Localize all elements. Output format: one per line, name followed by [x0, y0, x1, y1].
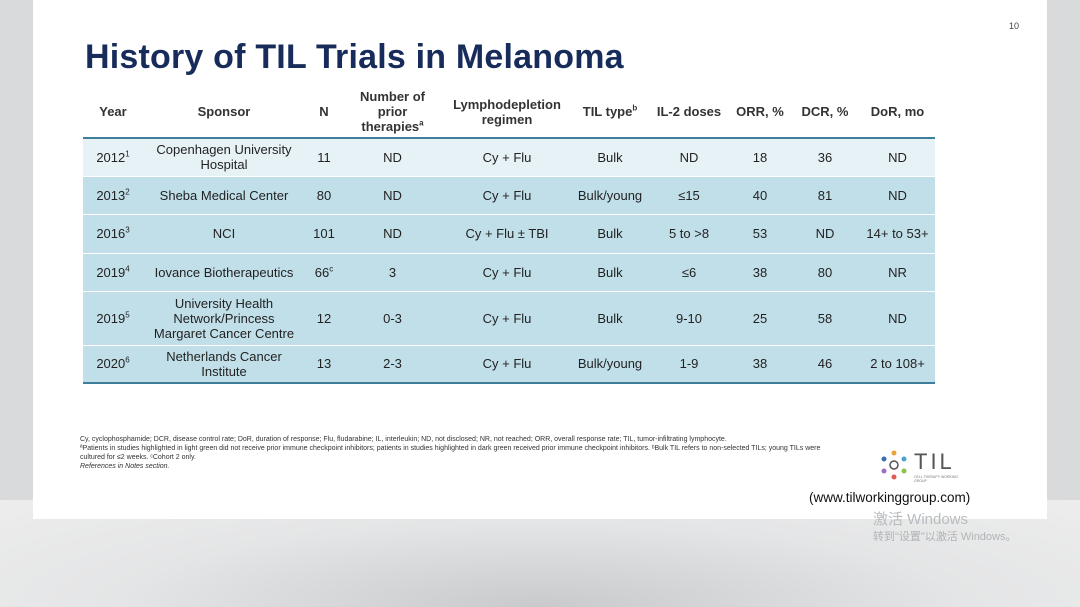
table-row: 20194 Iovance Biotherapeutics 66c 3 Cy +…: [83, 252, 935, 291]
footnote-references: References in Notes section.: [80, 463, 170, 470]
table-row: 20206 Netherlands Cancer Institute 13 2-…: [83, 344, 935, 384]
table-row: 20121 Copenhagen University Hospital 11 …: [83, 137, 935, 176]
cell-il2: ND: [648, 137, 730, 176]
cell-year: 20163: [83, 213, 143, 253]
header-il2-doses: IL-2 doses: [656, 104, 722, 119]
cell-dor: 14+ to 53+: [860, 213, 935, 253]
footnote-abbreviations: Cy, cyclophosphamide; DCR, disease contr…: [80, 436, 727, 443]
cell-sponsor: Iovance Biotherapeutics: [143, 252, 305, 291]
header-n: N: [319, 104, 329, 119]
cell-dcr: 81: [790, 175, 860, 214]
cell-year: 20194: [83, 252, 143, 291]
til-trials-table: Year Sponsor N Number of prior therapies…: [83, 86, 935, 384]
cell-il2: 5 to >8: [648, 213, 730, 253]
logo-subtext: CELL THERAPY WORKING GROUP: [914, 475, 959, 483]
cell-year: 20121: [83, 137, 143, 176]
cell-n: 13: [305, 344, 343, 384]
table-row: 20163 NCI 101 ND Cy + Flu ± TBI Bulk 5 t…: [83, 213, 935, 253]
header-sponsor: Sponsor: [197, 104, 251, 119]
slide-title: History of TIL Trials in Melanoma: [85, 38, 624, 76]
table-row: 20195 University Health Network/Princess…: [83, 290, 935, 345]
cell-orr: 25: [730, 290, 790, 345]
cell-n: 11: [305, 137, 343, 176]
cell-il2: 9-10: [648, 290, 730, 345]
cell-sponsor: Netherlands Cancer Institute: [143, 344, 305, 384]
cell-prior: ND: [343, 175, 442, 214]
cell-prior: 0-3: [343, 290, 442, 345]
header-year: Year: [99, 104, 127, 119]
cell-n: 66c: [305, 252, 343, 291]
page-number: 10: [1008, 21, 1019, 31]
cell-orr: 53: [730, 213, 790, 253]
cell-orr: 38: [730, 344, 790, 384]
cell-lympho: Cy + Flu: [442, 175, 572, 214]
cell-year: 20206: [83, 344, 143, 384]
cell-til-type: Bulk/young: [572, 344, 648, 384]
cell-til-type: Bulk: [572, 252, 648, 291]
cell-sponsor: Sheba Medical Center: [143, 175, 305, 214]
cell-dcr: 58: [790, 290, 860, 345]
cell-il2: ≤6: [648, 252, 730, 291]
cell-n: 80: [305, 175, 343, 214]
header-prior-therapies: Number of prior therapiesa: [360, 89, 425, 134]
header-dor: DoR, mo: [870, 104, 925, 119]
cell-orr: 18: [730, 137, 790, 176]
cell-prior: 2-3: [343, 344, 442, 384]
slide: 10 History of TIL Trials in Melanoma Yea…: [33, 0, 1047, 519]
cell-orr: 40: [730, 175, 790, 214]
header-lymphodepletion: Lymphodepletion regimen: [453, 96, 561, 127]
cell-sponsor: Copenhagen University Hospital: [143, 137, 305, 176]
header-orr: ORR, %: [736, 104, 784, 119]
cell-prior: ND: [343, 213, 442, 253]
cell-lympho: Cy + Flu: [442, 252, 572, 291]
cell-lympho: Cy + Flu: [442, 290, 572, 345]
cell-til-type: Bulk: [572, 290, 648, 345]
table-header-row: Year Sponsor N Number of prior therapies…: [83, 86, 935, 138]
cell-lympho: Cy + Flu: [442, 344, 572, 384]
cell-orr: 38: [730, 252, 790, 291]
cell-sponsor: University Health Network/Princess Marga…: [143, 290, 305, 345]
cell-sponsor: NCI: [143, 213, 305, 253]
table-row: 20132 Sheba Medical Center 80 ND Cy + Fl…: [83, 175, 935, 214]
cell-dor: ND: [860, 137, 935, 176]
cell-dcr: 80: [790, 252, 860, 291]
footnotes: Cy, cyclophosphamide; DCR, disease contr…: [80, 435, 840, 471]
cell-il2: ≤15: [648, 175, 730, 214]
cell-year: 20132: [83, 175, 143, 214]
cell-til-type: Bulk/young: [572, 175, 648, 214]
cell-dor: NR: [860, 252, 935, 291]
header-dcr: DCR, %: [801, 104, 849, 119]
cell-dcr: 46: [790, 344, 860, 384]
til-logo-icon: [881, 450, 907, 480]
cell-year: 20195: [83, 290, 143, 345]
til-logo: TIL CELL THERAPY WORKING GROUP: [876, 447, 966, 487]
cell-dcr: 36: [790, 137, 860, 176]
cell-n: 101: [305, 213, 343, 253]
cell-lympho: Cy + Flu ± TBI: [442, 213, 572, 253]
header-til-type: TIL typeb: [582, 103, 638, 119]
windows-activation-hint: 转到"设置"以激活 Windows。: [873, 531, 1017, 543]
cell-prior: ND: [343, 137, 442, 176]
logo-text: TIL: [914, 449, 955, 474]
website-link[interactable]: (www.tilworkinggroup.com): [809, 490, 971, 505]
cell-til-type: Bulk: [572, 137, 648, 176]
cell-lympho: Cy + Flu: [442, 137, 572, 176]
cell-dor: ND: [860, 175, 935, 214]
cell-dor: ND: [860, 290, 935, 345]
cell-til-type: Bulk: [572, 213, 648, 253]
cell-dor: 2 to 108+: [860, 344, 935, 384]
windows-activation-watermark: 激活 Windows: [873, 511, 969, 528]
cell-il2: 1-9: [648, 344, 730, 384]
footnote-notes: ªPatients in studies highlighted in ligh…: [80, 445, 821, 461]
cell-prior: 3: [343, 252, 442, 291]
cell-dcr: ND: [790, 213, 860, 253]
cell-n: 12: [305, 290, 343, 345]
